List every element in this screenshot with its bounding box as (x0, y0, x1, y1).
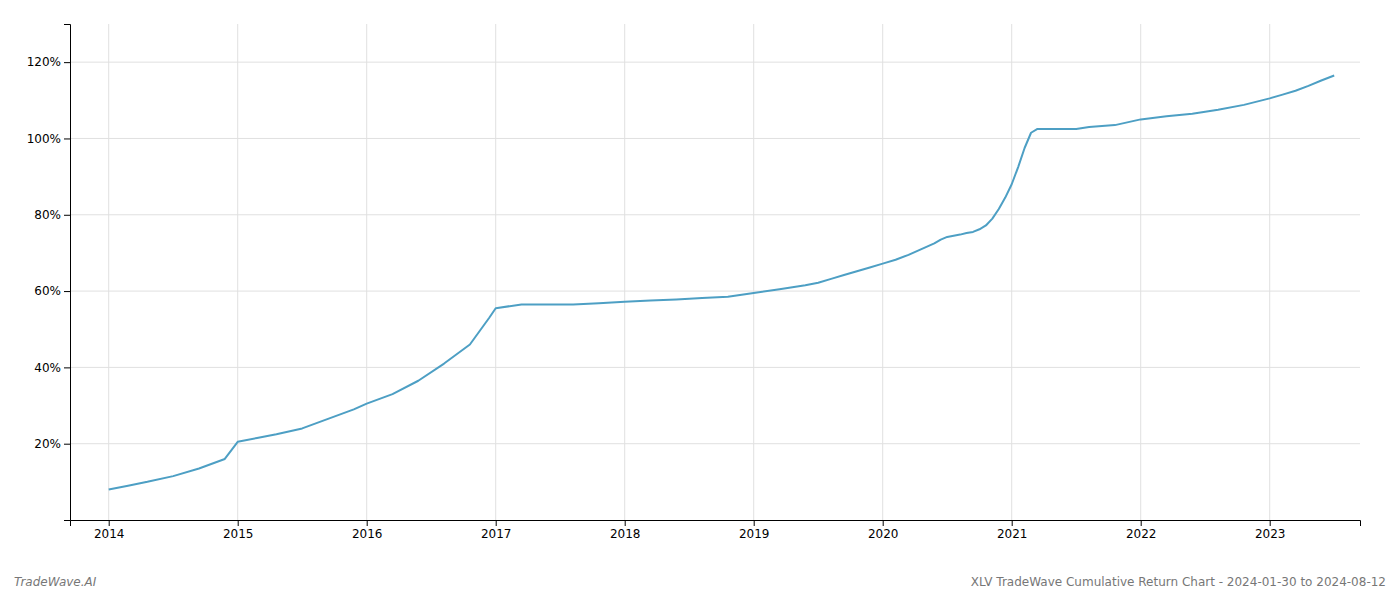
tick-label: 80% (34, 208, 61, 222)
grid-line (70, 367, 1360, 368)
tick: 20% (34, 437, 70, 451)
tick-label: 100% (27, 132, 61, 146)
tick: 2016 (352, 520, 383, 541)
tick: 2022 (1126, 520, 1157, 541)
tick: 2019 (739, 520, 770, 541)
tick-mark (64, 215, 70, 216)
tick-mark (64, 444, 70, 445)
tick-mark (883, 520, 884, 526)
grid-line (366, 24, 367, 520)
grid-line (70, 214, 1360, 215)
x-axis: 2014 2015 2016 2017 2018 2019 2020 2021 2022 2023 (71, 520, 1361, 541)
tick-mark (238, 520, 239, 526)
tick: 120% (27, 55, 70, 69)
tick-label: 2016 (352, 527, 383, 541)
tick-mark (64, 291, 70, 292)
tick-label: 2019 (739, 527, 770, 541)
tick: 2015 (223, 520, 254, 541)
tick-label: 120% (27, 55, 61, 69)
tick-label: 2017 (481, 527, 512, 541)
grid-line (1140, 24, 1141, 520)
tick-label: 2018 (610, 527, 641, 541)
grid-line (624, 24, 625, 520)
grid-line (237, 24, 238, 520)
tick-label: 2020 (868, 527, 899, 541)
tick-label: 2022 (1126, 527, 1157, 541)
marks (109, 76, 1335, 490)
tick-mark (64, 138, 70, 139)
y-axis: 20% 40% 60% 80% 100% 120% (27, 25, 71, 521)
grid-line (70, 138, 1360, 139)
tick-label: 2021 (997, 527, 1028, 541)
tick: 2017 (481, 520, 512, 541)
title: XLV TradeWave Cumulative Return Chart - … (971, 575, 1386, 589)
grid-line (70, 443, 1360, 444)
grid-line (108, 24, 109, 520)
tick-mark (1012, 520, 1013, 526)
chart: 2014 2015 2016 2017 2018 2019 2020 2021 2022 2023… (0, 0, 1400, 600)
tick-label: 20% (34, 437, 61, 451)
grid-line (882, 24, 883, 520)
watermark: TradeWave.AI (14, 575, 97, 589)
tick-label: 60% (34, 284, 61, 298)
grid-line (753, 24, 754, 520)
tick-mark (109, 520, 110, 526)
tick-mark (754, 520, 755, 526)
axis-line (71, 521, 1361, 527)
tick-mark (367, 520, 368, 526)
axis-line (64, 25, 71, 521)
tick-mark (64, 367, 70, 368)
grid-line (495, 24, 496, 520)
tick-mark (625, 520, 626, 526)
tick-label: 2015 (223, 527, 254, 541)
grid (70, 24, 1360, 520)
tick-mark (64, 62, 70, 63)
tick: 2014 (94, 520, 125, 541)
tick-label: 40% (34, 361, 61, 375)
grid-line (70, 291, 1360, 292)
tick-mark (1270, 520, 1271, 526)
tick-mark (496, 520, 497, 526)
tick: 60% (34, 284, 70, 298)
tick: 100% (27, 132, 70, 146)
tick: 40% (34, 361, 70, 375)
tick: 2018 (610, 520, 641, 541)
tick: 80% (34, 208, 70, 222)
tick: 2023 (1255, 520, 1286, 541)
plot-area: 2014 2015 2016 2017 2018 2019 2020 2021 2022 2023… (27, 24, 1361, 541)
tick: 2021 (997, 520, 1028, 541)
tick-label: 2023 (1255, 527, 1286, 541)
tick-label: 2014 (94, 527, 125, 541)
tick: 2020 (868, 520, 899, 541)
grid-line (70, 62, 1360, 63)
grid-line (1011, 24, 1012, 520)
line (109, 76, 1335, 490)
tick-mark (1141, 520, 1142, 526)
